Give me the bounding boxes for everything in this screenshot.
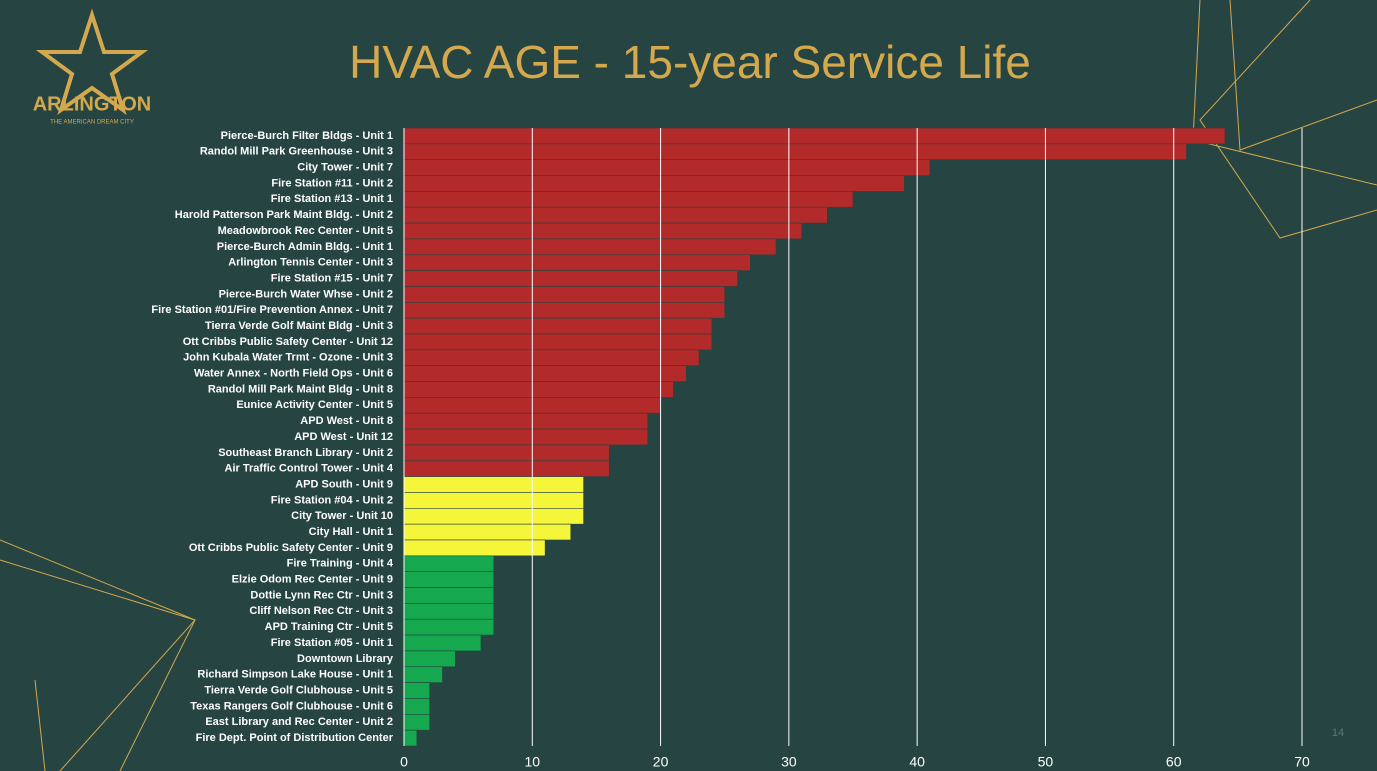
bar: [404, 698, 430, 714]
y-tick-label: City Tower - Unit 10: [291, 510, 393, 522]
bar: [404, 191, 853, 207]
y-tick-label: Fire Station #04 - Unit 2: [271, 494, 393, 506]
decoration: [0, 0, 1377, 771]
bar: [404, 286, 725, 302]
bar: [404, 524, 571, 540]
y-tick-label: Elzie Odom Rec Center - Unit 9: [232, 574, 393, 586]
x-tick-label: 0: [400, 754, 408, 770]
bar: [404, 730, 417, 746]
bar: [404, 477, 584, 493]
bar: [404, 651, 455, 667]
bar: [404, 223, 802, 239]
bar: [404, 556, 494, 572]
logo-text: ARLINGTON: [33, 93, 152, 115]
bar: [404, 492, 584, 508]
y-tick-label: Fire Training - Unit 4: [287, 558, 394, 570]
logo-tagline: THE AMERICAN DREAM CITY: [50, 120, 134, 126]
bar: [404, 382, 673, 398]
y-tick-label: Fire Dept. Point of Distribution Center: [196, 732, 394, 744]
y-tick-label: Downtown Library: [297, 653, 394, 665]
bar: [404, 461, 609, 477]
bar: [404, 429, 648, 445]
y-tick-label: Ott Cribbs Public Safety Center - Unit 1…: [183, 336, 393, 348]
y-tick-label: APD West - Unit 8: [300, 415, 393, 427]
y-tick-label: Cliff Nelson Rec Ctr - Unit 3: [249, 605, 393, 617]
y-tick-label: Fire Station #01/Fire Prevention Annex -…: [151, 304, 393, 316]
y-tick-label: Harold Patterson Park Maint Bldg. - Unit…: [175, 209, 393, 221]
y-tick-label: Texas Rangers Golf Clubhouse - Unit 6: [190, 700, 393, 712]
bar: [404, 540, 545, 556]
bar: [404, 334, 712, 350]
x-tick-label: 70: [1294, 754, 1310, 770]
bar: [404, 619, 494, 635]
bar: [404, 207, 827, 223]
y-tick-label: East Library and Rec Center - Unit 2: [205, 716, 393, 728]
bar: [404, 239, 776, 255]
bar: [404, 271, 738, 287]
bar: [404, 366, 686, 382]
y-tick-label: John Kubala Water Trmt - Ozone - Unit 3: [183, 352, 393, 364]
bar: [404, 176, 904, 192]
bar: [404, 144, 1187, 160]
y-tick-label: Fire Station #15 - Unit 7: [271, 272, 393, 284]
bar: [404, 160, 930, 176]
bar: [404, 572, 494, 588]
bar: [404, 302, 725, 318]
y-tick-label: Eunice Activity Center - Unit 5: [236, 399, 393, 411]
bar: [404, 128, 1225, 144]
y-tick-label: Meadowbrook Rec Center - Unit 5: [218, 225, 393, 237]
bar: [404, 445, 609, 461]
x-tick-label: 40: [909, 754, 925, 770]
y-tick-label: Pierce-Burch Filter Bldgs - Unit 1: [221, 130, 393, 142]
y-tick-label: Randol Mill Park Maint Bldg - Unit 8: [208, 383, 393, 395]
y-tick-label: City Tower - Unit 7: [297, 162, 393, 174]
x-tick-label: 10: [524, 754, 540, 770]
page-number: 14: [1332, 727, 1344, 739]
y-tick-label: APD Training Ctr - Unit 5: [265, 621, 393, 633]
y-tick-label: Fire Station #13 - Unit 1: [271, 193, 393, 205]
bar: [404, 588, 494, 604]
bar: [404, 350, 699, 366]
bar: [404, 413, 648, 429]
bar: [404, 714, 430, 730]
y-tick-label: Pierce-Burch Water Whse - Unit 2: [219, 288, 393, 300]
logo: ARLINGTON THE AMERICAN DREAM CITY: [33, 15, 152, 126]
slide: ARLINGTON THE AMERICAN DREAM CITY HVAC A…: [0, 0, 1377, 771]
y-tick-label: Southeast Branch Library - Unit 2: [218, 447, 393, 459]
y-tick-label: APD South - Unit 9: [295, 478, 393, 490]
y-tick-label: City Hall - Unit 1: [309, 526, 393, 538]
y-tick-label: Tierra Verde Golf Maint Bldg - Unit 3: [205, 320, 393, 332]
bar: [404, 683, 430, 699]
bar: [404, 603, 494, 619]
y-tick-label: Air Traffic Control Tower - Unit 4: [225, 463, 394, 475]
y-tick-label: Ott Cribbs Public Safety Center - Unit 9: [189, 542, 393, 554]
bar: [404, 318, 712, 334]
y-tick-label: Water Annex - North Field Ops - Unit 6: [194, 368, 393, 380]
y-tick-label: Randol Mill Park Greenhouse - Unit 3: [200, 146, 393, 158]
x-tick-label: 60: [1166, 754, 1182, 770]
x-tick-label: 30: [781, 754, 797, 770]
y-tick-label: Tierra Verde Golf Clubhouse - Unit 5: [204, 684, 393, 696]
chart-title: HVAC AGE - 15-year Service Life: [349, 36, 1031, 88]
y-tick-label: Arlington Tennis Center - Unit 3: [228, 257, 393, 269]
bar: [404, 508, 584, 524]
y-tick-label: Fire Station #05 - Unit 1: [271, 637, 393, 649]
x-tick-label: 50: [1038, 754, 1054, 770]
y-tick-label: Pierce-Burch Admin Bldg. - Unit 1: [217, 241, 393, 253]
bar: [404, 635, 481, 651]
y-tick-label: APD West - Unit 12: [294, 431, 393, 443]
y-tick-label: Dottie Lynn Rec Ctr - Unit 3: [250, 589, 393, 601]
y-tick-label: Richard Simpson Lake House - Unit 1: [197, 669, 393, 681]
x-tick-label: 20: [653, 754, 669, 770]
bar: [404, 255, 750, 271]
bar: [404, 667, 442, 683]
y-tick-label: Fire Station #11 - Unit 2: [271, 177, 393, 189]
